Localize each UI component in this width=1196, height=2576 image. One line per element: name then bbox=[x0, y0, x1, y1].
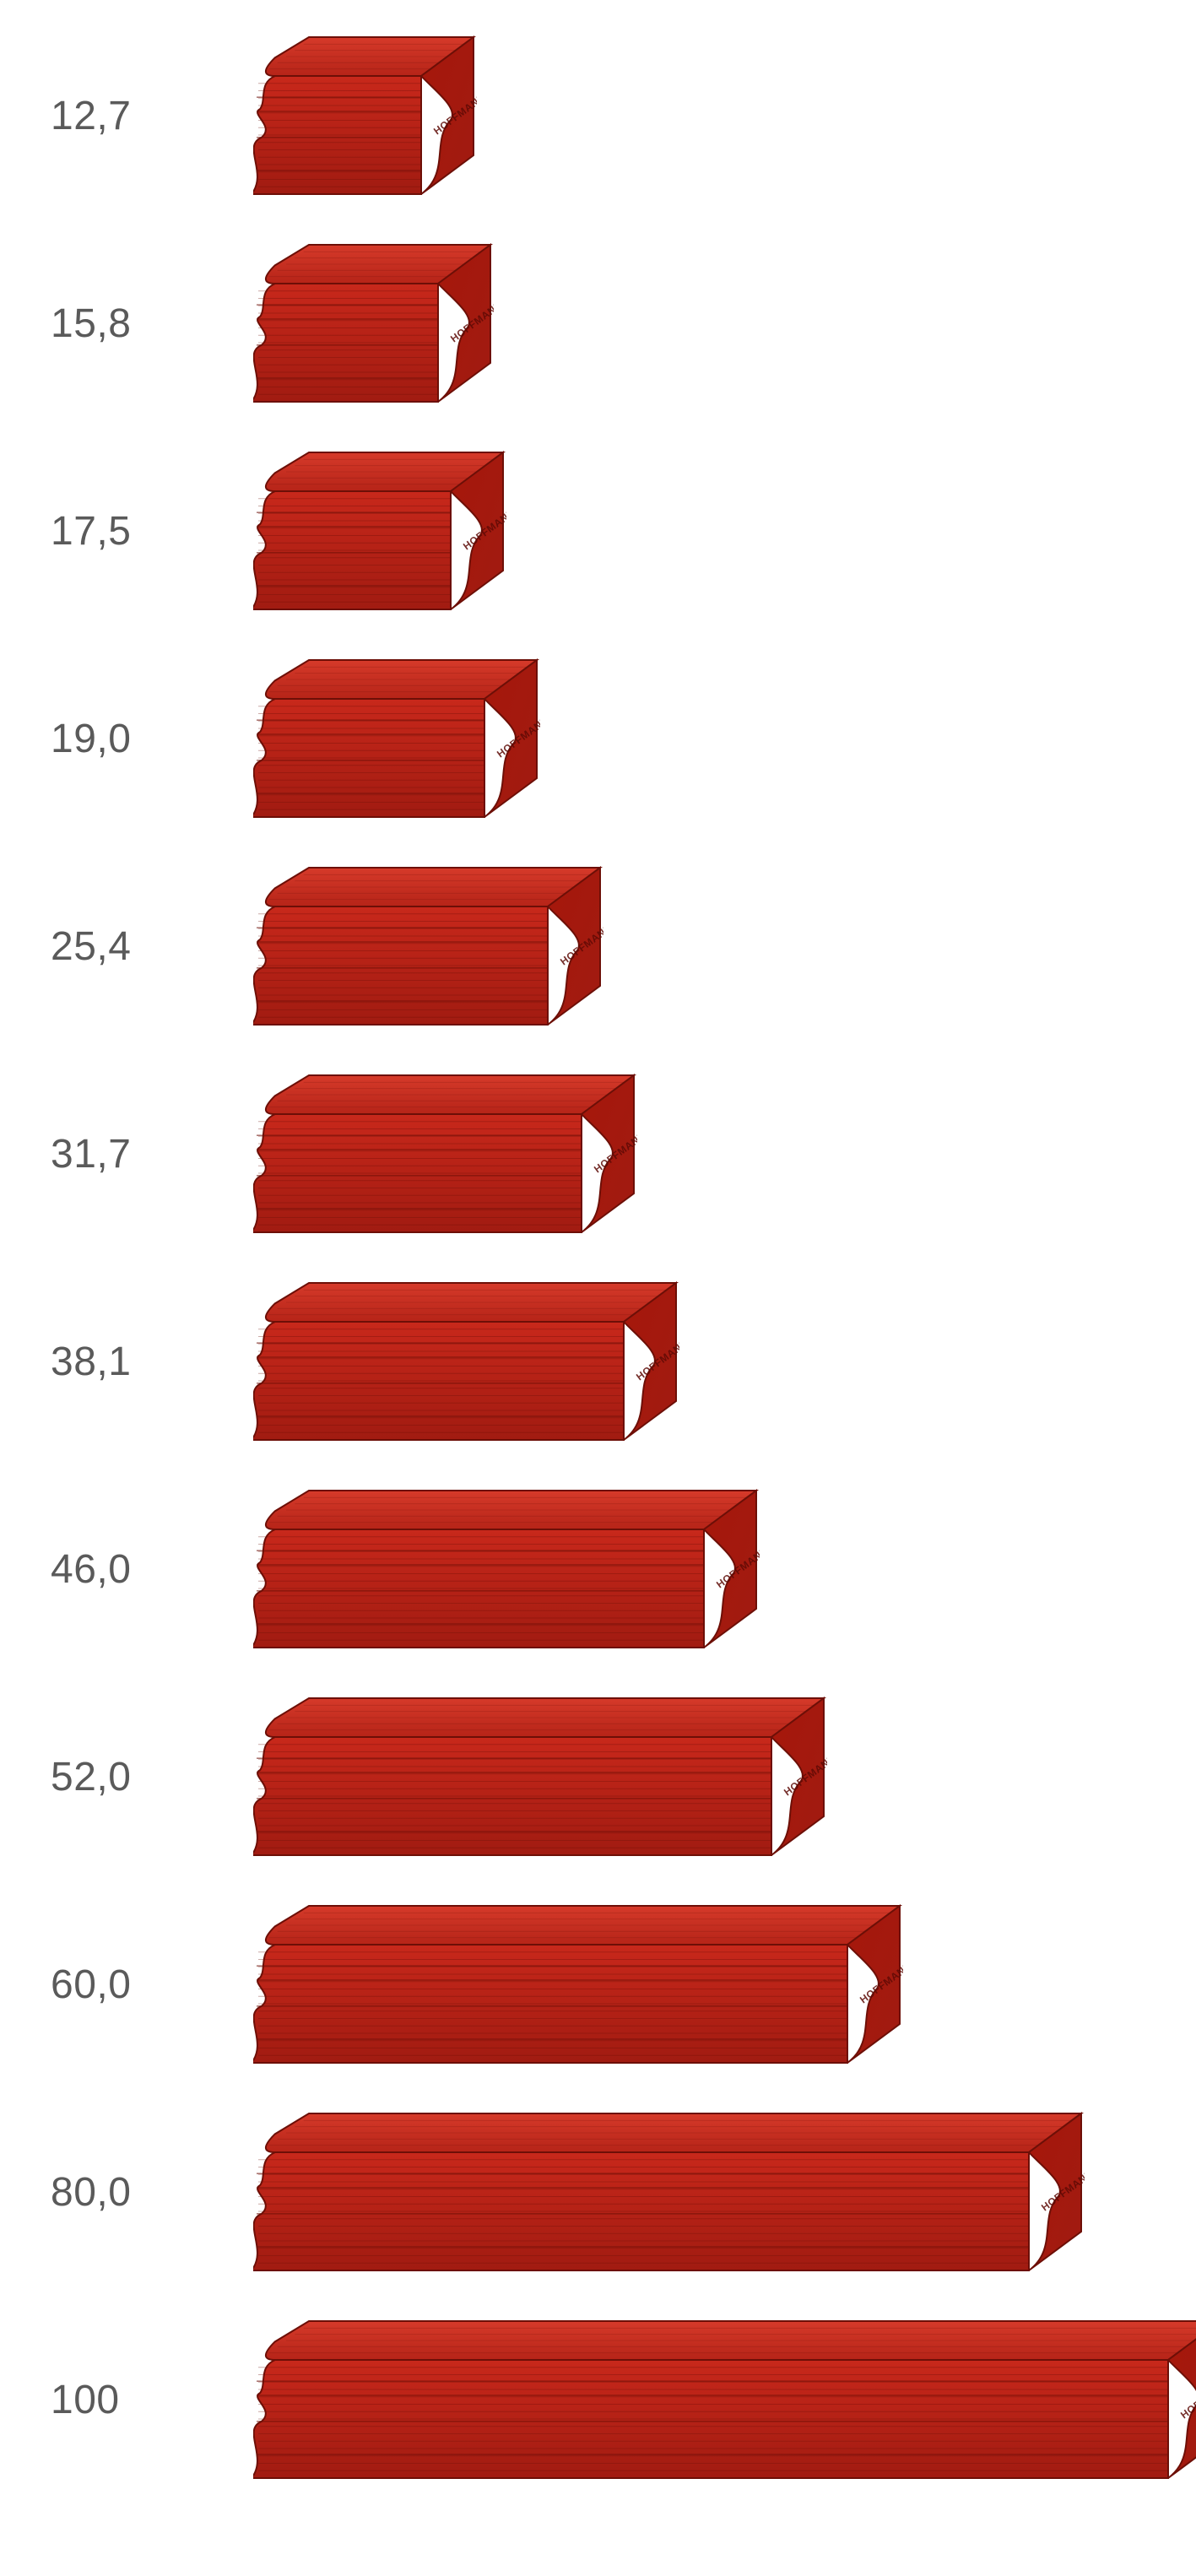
chart-row: 80,0 HOFFMANN bbox=[0, 2110, 1196, 2274]
row-label: 46,0 bbox=[0, 1546, 219, 1593]
chart-row: 60,0 HOFFMANN bbox=[0, 1902, 1196, 2066]
chart-row: 100 HOFFMANN bbox=[0, 2318, 1196, 2481]
chart-row: 17,5 HOFFMANN bbox=[0, 449, 1196, 613]
bar-3d: HOFFMANN bbox=[253, 1487, 760, 1651]
bar-3d: HOFFMANN bbox=[253, 2110, 1085, 2274]
bar-3d: HOFFMANN bbox=[253, 1072, 637, 1236]
chart-row: 38,1 HOFFMANN bbox=[0, 1280, 1196, 1443]
row-label: 31,7 bbox=[0, 1131, 219, 1177]
chart-row: 25,4 HOFFMANN bbox=[0, 864, 1196, 1028]
bar-3d: HOFFMANN bbox=[253, 34, 477, 198]
bar-3d: HOFFMANN bbox=[253, 1695, 827, 1859]
chart-row: 15,8 HOFFMANN bbox=[0, 241, 1196, 405]
bar-3d: HOFFMANN bbox=[253, 2318, 1196, 2481]
row-label: 12,7 bbox=[0, 93, 219, 139]
row-label: 25,4 bbox=[0, 923, 219, 970]
bar-3d: HOFFMANN bbox=[253, 449, 506, 613]
row-label: 19,0 bbox=[0, 716, 219, 762]
chart-row: 46,0 HOFFMANN bbox=[0, 1487, 1196, 1651]
row-label: 100 bbox=[0, 2377, 219, 2423]
bar-3d: HOFFMANN bbox=[253, 1902, 903, 2066]
row-label: 80,0 bbox=[0, 2169, 219, 2216]
row-label: 15,8 bbox=[0, 300, 219, 347]
chart-row: 19,0 HOFFMANN bbox=[0, 657, 1196, 820]
row-label: 38,1 bbox=[0, 1339, 219, 1385]
row-label: 52,0 bbox=[0, 1754, 219, 1800]
bar-3d: HOFFMANN bbox=[253, 241, 494, 405]
row-label: 60,0 bbox=[0, 1962, 219, 2008]
bar-3d: HOFFMANN bbox=[253, 1280, 679, 1443]
size-bar-chart: 12,7 HOFFMANN 15,8 bbox=[0, 0, 1196, 2576]
row-label: 17,5 bbox=[0, 508, 219, 555]
chart-row: 12,7 HOFFMANN bbox=[0, 34, 1196, 198]
bar-3d: HOFFMANN bbox=[253, 864, 603, 1028]
chart-row: 31,7 HOFFMANN bbox=[0, 1072, 1196, 1236]
bar-3d: HOFFMANN bbox=[253, 657, 540, 820]
chart-row: 52,0 HOFFMANN bbox=[0, 1695, 1196, 1859]
